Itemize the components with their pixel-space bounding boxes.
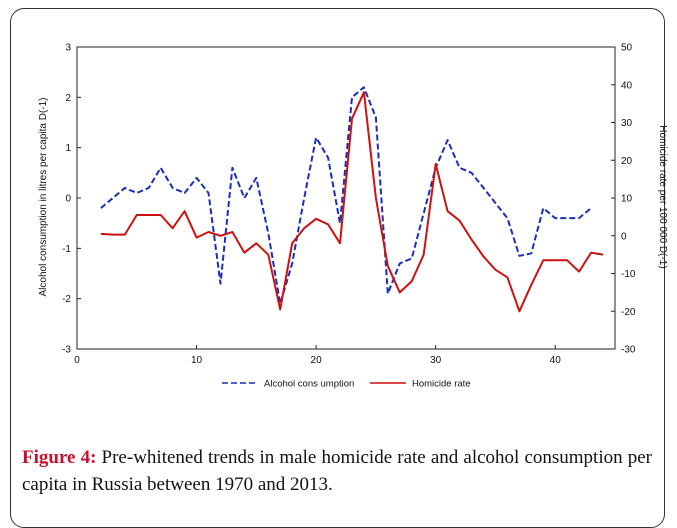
legend-entry: Alcohol cons umption xyxy=(264,379,354,390)
left-y-tick-label: -2 xyxy=(62,294,71,305)
x-tick-label: 20 xyxy=(311,355,323,366)
left-y-tick-label: 1 xyxy=(65,143,71,154)
right-y-tick-label: 10 xyxy=(621,194,633,205)
x-axis: 0 10 20 30 40 xyxy=(74,345,561,366)
figure-caption-text: Pre-whitened trends in male homicide rat… xyxy=(22,447,652,495)
right-y-axis: -30 -20 -10 0 10 20 30 40 50 xyxy=(611,43,636,356)
series-layer xyxy=(100,86,604,313)
left-y-tick-label: -3 xyxy=(62,345,71,356)
right-y-tick-label: -30 xyxy=(621,345,636,356)
series-line-alcohol-consumption xyxy=(100,86,592,305)
plot-area xyxy=(76,46,616,350)
figure-caption: Figure 4: Pre-whitened trends in male ho… xyxy=(22,444,652,498)
x-tick-label: 0 xyxy=(74,355,80,366)
left-y-tick-label: 3 xyxy=(65,43,71,54)
x-tick-label: 40 xyxy=(550,355,562,366)
plot-border xyxy=(76,46,616,350)
right-y-tick-label: 0 xyxy=(621,231,627,242)
legend: Alcohol cons umption Homicide rate xyxy=(222,379,471,390)
right-y-tick-label: 20 xyxy=(621,156,633,167)
right-y-tick-label: 50 xyxy=(621,43,633,54)
left-y-tick-label: 0 xyxy=(65,194,71,205)
left-y-tick-label: 2 xyxy=(65,93,71,104)
left-axis-label: Alcohol consumption in litres per capita… xyxy=(38,98,49,297)
series-line-homicide-rate xyxy=(100,91,604,313)
left-y-axis: -3 -2 -1 0 1 2 3 xyxy=(62,43,81,356)
right-y-tick-label: -10 xyxy=(621,269,636,280)
right-y-tick-label: 30 xyxy=(621,118,633,129)
figure-caption-label: Figure 4: xyxy=(22,447,97,468)
x-tick-label: 10 xyxy=(191,355,203,366)
right-y-tick-label: 40 xyxy=(621,80,633,91)
legend-entry: Homicide rate xyxy=(412,379,471,390)
right-axis-label: Homicide rate per 100 000 D(-1) xyxy=(657,125,668,268)
left-y-tick-label: -1 xyxy=(62,244,71,255)
right-y-tick-label: -20 xyxy=(621,307,636,318)
x-tick-label: 30 xyxy=(430,355,442,366)
